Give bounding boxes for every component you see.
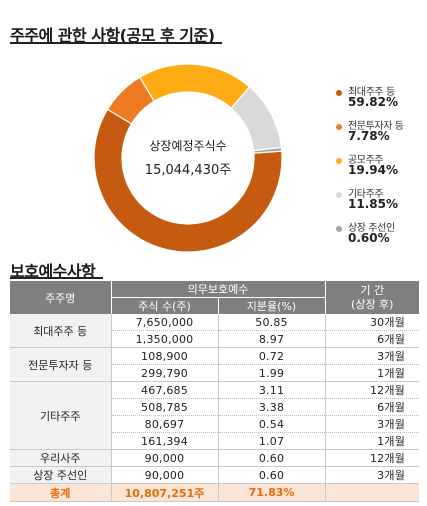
ownership-title-underline: [10, 42, 222, 44]
cell-period: 6개월: [324, 398, 420, 416]
cell-shares: 299,790: [110, 364, 218, 382]
legend-value: 59.82%: [348, 95, 398, 109]
cell-period: 12개월: [324, 381, 420, 399]
group-name: 전문투자자 등: [10, 347, 111, 382]
cell-period: 3개월: [324, 347, 420, 365]
legend-label: 상장 주선인: [348, 223, 395, 234]
cell-ratio: 8.97: [217, 330, 326, 348]
legend-value: 19.94%: [348, 163, 398, 177]
legend-swatch: [336, 90, 342, 96]
cell-shares: 90,000: [110, 449, 218, 467]
header-ratio: 지분율(%): [217, 297, 326, 314]
group-name: 최대주주 등: [10, 314, 111, 348]
cell-ratio: 0.72: [217, 347, 326, 365]
cell-period: 3개월: [324, 466, 420, 484]
donut-slice: [139, 63, 251, 110]
cell-period: 1개월: [324, 364, 420, 382]
lockup-title-underline: [10, 277, 103, 279]
legend-label: 공모주주: [348, 155, 384, 166]
cell-period: 30개월: [324, 314, 420, 331]
legend-label: 기타주주: [348, 189, 384, 200]
chart-center-value: 15,044,430주: [145, 163, 231, 178]
header-shares: 주식 수(주): [110, 297, 218, 314]
legend-swatch: [336, 124, 342, 130]
header-period-line1: 기 간: [360, 283, 385, 297]
cell-ratio: 3.38: [217, 398, 326, 416]
cell-ratio: 0.60: [217, 449, 326, 467]
total-ratio: 71.83%: [217, 483, 326, 502]
cell-ratio: 0.54: [217, 415, 326, 433]
legend-swatch: [336, 192, 342, 198]
group-name: 기타주주: [10, 381, 111, 450]
cell-shares: 7,650,000: [110, 314, 218, 331]
cell-shares: 108,900: [110, 347, 218, 365]
legend-value: 11.85%: [348, 197, 398, 211]
donut-slice: [93, 108, 283, 253]
cell-shares: 1,350,000: [110, 330, 218, 348]
cell-ratio: 1.07: [217, 432, 326, 450]
cell-period: 6개월: [324, 330, 420, 348]
cell-shares: 467,685: [110, 381, 218, 399]
cell-period: 3개월: [324, 415, 420, 433]
header-obligation: 의무보호예수: [110, 281, 326, 298]
ownership-section-title: 주주에 관한 사항(공모 후 기준): [10, 26, 215, 45]
cell-ratio: 3.11: [217, 381, 326, 399]
lockup-table: 주주명 의무보호예수 기 간 (상장 후) 주식 수(주) 지분율(%) 최대주…: [10, 281, 420, 502]
header-holder: 주주명: [10, 281, 111, 314]
total-shares: 10,807,251주: [110, 483, 218, 502]
donut-slice: [252, 146, 283, 154]
cell-shares: 80,697: [110, 415, 218, 433]
total-period: [324, 483, 420, 502]
total-label: 총계: [10, 483, 111, 502]
cell-period: 1개월: [324, 432, 420, 450]
legend-label: 최대주주 등: [348, 87, 395, 98]
cell-shares: 508,785: [110, 398, 218, 416]
cell-ratio: 50.85: [217, 314, 326, 331]
cell-ratio: 0.60: [217, 466, 326, 484]
cell-shares: 161,394: [110, 432, 218, 450]
legend-swatch: [336, 226, 342, 232]
header-period: 기 간 (상장 후): [324, 281, 420, 314]
lockup-section-title: 보호예수사항: [10, 262, 96, 281]
cell-period: 12개월: [324, 449, 420, 467]
header-period-line2: (상장 후): [351, 297, 394, 311]
legend-label: 전문투자자 등: [348, 121, 404, 132]
chart-center-label: 상장예정주식수: [149, 139, 226, 153]
cell-ratio: 1.99: [217, 364, 326, 382]
group-name: 상장 주선인: [10, 466, 111, 484]
group-name: 우리사주: [10, 449, 111, 467]
legend-swatch: [336, 158, 342, 164]
cell-shares: 90,000: [110, 466, 218, 484]
legend-value: 7.78%: [348, 129, 390, 143]
legend-value: 0.60%: [348, 231, 390, 245]
donut-chart: 상장예정주식수 15,044,430주: [93, 63, 283, 253]
